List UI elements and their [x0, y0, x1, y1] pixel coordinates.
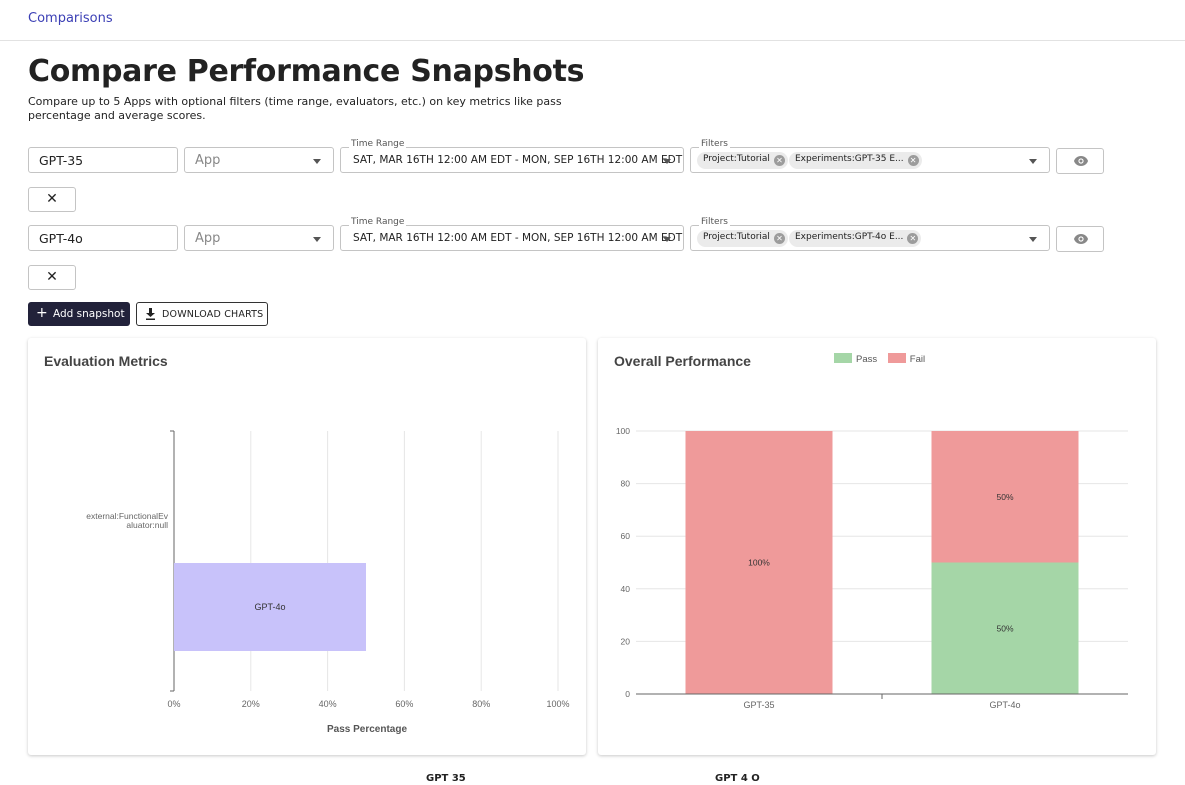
y-category-label: aluator:null — [126, 520, 168, 530]
chevron-down-icon — [663, 159, 671, 164]
chart-legend: Pass Fail — [834, 353, 933, 365]
eye-icon — [1074, 156, 1088, 166]
filter-chip[interactable]: Project:Tutorial ✕ — [697, 230, 788, 247]
evaluation-metrics-card: Evaluation Metrics 0% 20% 40% 60% 80% 100% ext… — [28, 338, 586, 755]
overall-performance-card: Overall Performance Pass Fail 0 20 40 60 80 1… — [598, 338, 1156, 755]
remove-snapshot-button[interactable]: ✕ — [28, 187, 76, 212]
bar-label: 50% — [996, 623, 1013, 633]
y-tick-label: 20 — [621, 636, 631, 646]
chevron-down-icon — [1029, 159, 1037, 164]
chart-title: Evaluation Metrics — [44, 353, 168, 369]
x-tick-label: 40% — [319, 699, 337, 709]
bar-segment — [931, 562, 1079, 694]
y-category-label: external:FunctionalEv — [86, 511, 168, 521]
x-tick-label: 60% — [395, 699, 413, 709]
preview-button[interactable] — [1056, 226, 1104, 252]
download-charts-button[interactable]: DOWNLOAD CHARTS — [136, 302, 268, 326]
bar-segment — [685, 431, 833, 694]
bar-label: 50% — [996, 492, 1013, 502]
bar-label: 100% — [748, 558, 770, 568]
x-tick-label: 100% — [546, 699, 569, 709]
filter-chip[interactable]: Project:Tutorial ✕ — [697, 152, 788, 169]
chevron-down-icon — [313, 159, 321, 164]
app-select[interactable]: App — [184, 147, 334, 173]
plus-icon: + — [36, 305, 48, 321]
bar — [174, 563, 366, 651]
download-icon — [146, 308, 155, 320]
filters-select[interactable]: Filters Project:Tutorial ✕ Experiments:GP… — [690, 217, 1050, 251]
bar-segment — [931, 431, 1079, 563]
snapshot-name-input[interactable]: GPT-35 — [28, 147, 178, 173]
remove-chip-icon[interactable]: ✕ — [773, 155, 785, 166]
y-tick-label: 60 — [621, 531, 631, 541]
legend-swatch — [834, 353, 852, 363]
chevron-down-icon — [313, 237, 321, 242]
chevron-down-icon — [1029, 237, 1037, 242]
x-category-label: GPT-4o — [989, 700, 1020, 710]
time-range-select[interactable]: Time Range SAT, MAR 16TH 12:00 AM EDT - … — [340, 139, 684, 173]
breadcrumb-comparisons[interactable]: Comparisons — [28, 11, 113, 26]
eye-icon — [1074, 234, 1088, 244]
filters-select[interactable]: Filters Project:Tutorial ✕ Experiments:GP… — [690, 139, 1050, 173]
remove-snapshot-button[interactable]: ✕ — [28, 265, 76, 290]
y-tick-label: 40 — [621, 584, 631, 594]
footer-label-gpt4o: GPT 4 O — [715, 773, 760, 784]
legend-swatch — [887, 353, 906, 363]
evaluation-metrics-chart: 0% 20% 40% 60% 80% 100% external:FunctionalEva… — [86, 430, 570, 735]
remove-chip-icon[interactable]: ✕ — [773, 233, 785, 244]
snapshot-name-input[interactable]: GPT-4o — [28, 225, 178, 251]
legend-item-pass[interactable]: Pass — [834, 353, 877, 365]
bar-label: GPT-4o — [254, 602, 285, 612]
legend-item-fail[interactable]: Fail — [887, 353, 925, 365]
page-title: Compare Performance Snapshots — [28, 54, 585, 89]
x-axis-title: Pass Percentage — [327, 724, 407, 735]
time-range-select[interactable]: Time Range SAT, MAR 16TH 12:00 AM EDT - … — [340, 217, 684, 251]
add-snapshot-button[interactable]: + Add snapshot — [28, 302, 130, 326]
top-bar: Comparisons — [0, 0, 1185, 41]
overall-performance-chart: 0 20 40 60 80 100 100% GPT-35 50% 50% GPT-4o — [616, 426, 1128, 710]
y-tick-label: 0 — [625, 689, 630, 699]
remove-chip-icon[interactable]: ✕ — [907, 233, 919, 244]
x-category-label: GPT-35 — [743, 700, 774, 710]
chevron-down-icon — [663, 237, 671, 242]
y-tick-label: 100 — [616, 426, 630, 436]
x-tick-label: 20% — [242, 699, 260, 709]
preview-button[interactable] — [1056, 148, 1104, 174]
page-description: Compare up to 5 Apps with optional filte… — [28, 95, 562, 122]
x-tick-label: 0% — [167, 699, 180, 709]
chart-title: Overall Performance — [614, 353, 751, 369]
x-tick-label: 80% — [472, 699, 490, 709]
app-select[interactable]: App — [184, 225, 334, 251]
filter-chip[interactable]: Experiments:GPT-4o E... ✕ — [789, 230, 922, 247]
footer-label-gpt35: GPT 35 — [426, 773, 466, 784]
filter-chip[interactable]: Experiments:GPT-35 E... ✕ — [789, 152, 922, 169]
y-tick-label: 80 — [621, 479, 631, 489]
remove-chip-icon[interactable]: ✕ — [907, 155, 919, 166]
